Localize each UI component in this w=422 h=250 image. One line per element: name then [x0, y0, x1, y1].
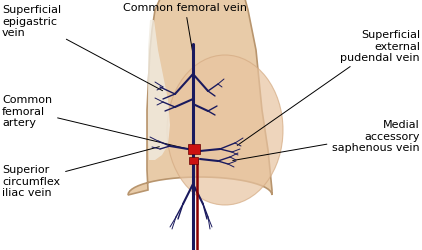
- Text: Superior
circumflex
iliac vein: Superior circumflex iliac vein: [2, 147, 160, 198]
- Text: Superficial
external
pudendal vein: Superficial external pudendal vein: [237, 30, 420, 146]
- Text: Common femoral vein: Common femoral vein: [123, 3, 247, 52]
- Bar: [188, 144, 200, 154]
- Text: Common
femoral
artery: Common femoral artery: [2, 94, 185, 149]
- Bar: [189, 157, 198, 164]
- Ellipse shape: [167, 56, 283, 205]
- Text: Superficial
epigastric
vein: Superficial epigastric vein: [2, 5, 162, 91]
- Polygon shape: [128, 0, 272, 195]
- Polygon shape: [148, 21, 170, 160]
- Text: Medial
accessory
saphenous vein: Medial accessory saphenous vein: [233, 120, 420, 161]
